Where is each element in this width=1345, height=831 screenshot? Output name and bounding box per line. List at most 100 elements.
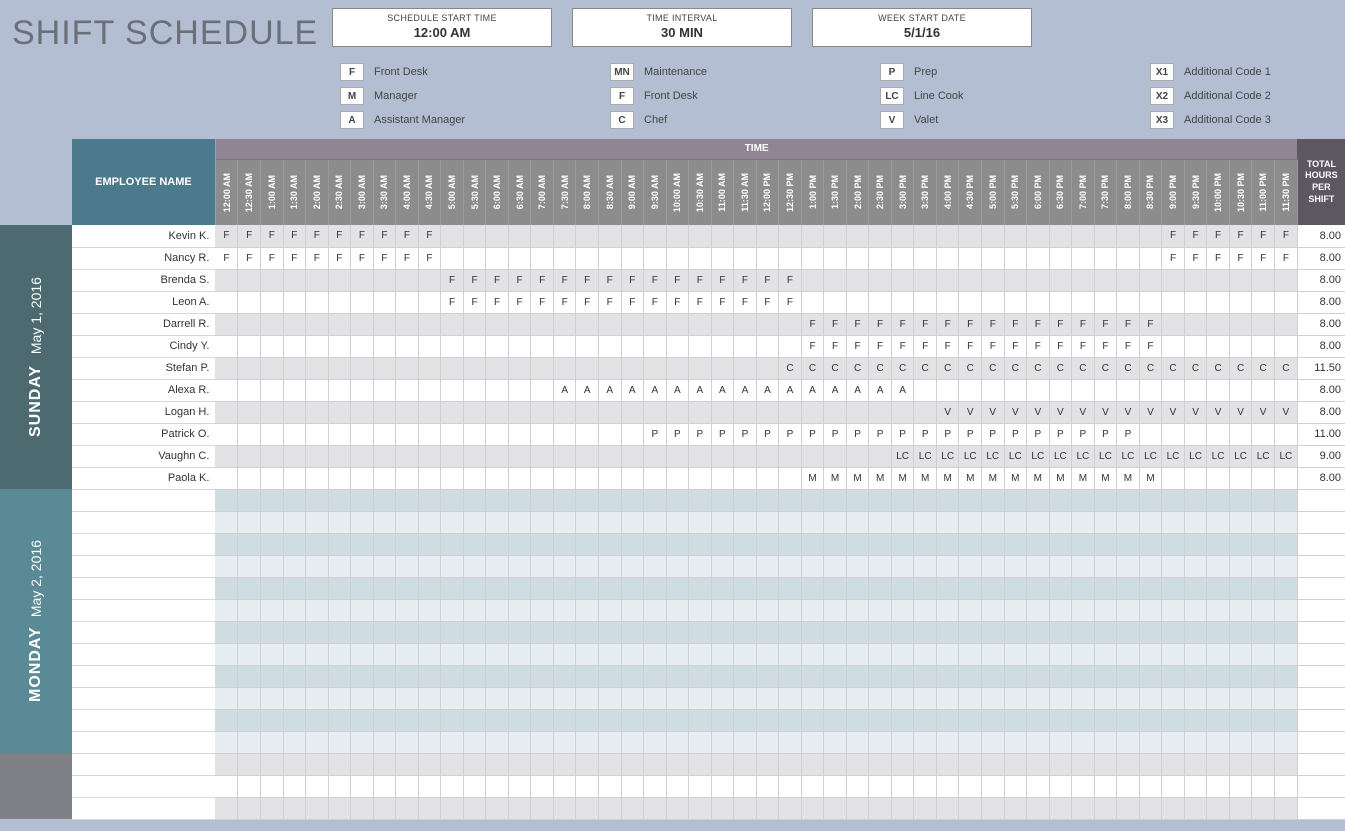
shift-cell: C [1184,357,1207,379]
shift-cell [734,643,757,665]
shift-cell [1117,709,1140,731]
shift-cell [531,225,554,247]
shift-cell [1117,687,1140,709]
shift-cell [261,357,284,379]
total-hours-cell [1297,687,1345,709]
shift-cell: C [1117,357,1140,379]
shift-cell [1072,643,1095,665]
shift-cell: P [801,423,824,445]
shift-cell [621,313,644,335]
shift-cell [418,269,441,291]
shift-cell [418,445,441,467]
shift-cell [373,445,396,467]
shift-cell [1184,291,1207,313]
shift-cell [486,665,509,687]
shift-cell [1049,269,1072,291]
shift-cell [598,401,621,423]
shift-cell [1274,577,1297,599]
shift-cell [351,379,374,401]
time-slot-header: 7:00 PM [1072,159,1095,225]
shift-cell [418,621,441,643]
shift-cell [824,753,847,775]
shift-cell [1162,797,1185,819]
schedule-table: EMPLOYEE NAME TIME TOTAL HOURS PER SHIFT… [72,139,1345,820]
shift-cell [869,665,892,687]
shift-cell [824,269,847,291]
shift-cell: F [869,313,892,335]
shift-cell [1049,577,1072,599]
shift-cell [1139,731,1162,753]
legend-code: X1 [1150,63,1174,81]
shift-cell [1049,533,1072,555]
shift-cell [486,467,509,489]
shift-cell: LC [1162,445,1185,467]
schedule-row: Logan H.VVVVVVVVVVVVVVVV8.00 [72,401,1345,423]
shift-cell [689,665,712,687]
shift-cell: F [1229,225,1252,247]
schedule-start-value: 12:00 AM [333,25,551,40]
shift-cell [306,753,329,775]
shift-cell [261,445,284,467]
time-slot-header: 12:00 AM [215,159,238,225]
shift-cell: LC [1252,445,1275,467]
shift-cell [666,401,689,423]
shift-cell [418,511,441,533]
shift-cell [553,335,576,357]
shift-cell [1162,643,1185,665]
shift-cell [1229,313,1252,335]
shift-cell [869,511,892,533]
shift-cell [306,511,329,533]
shift-cell [283,511,306,533]
shift-cell [441,665,464,687]
employee-name-cell: Logan H. [72,401,215,423]
shift-cell [553,731,576,753]
shift-cell [373,335,396,357]
shift-cell [936,533,959,555]
schedule-row: Kevin K.FFFFFFFFFFFFFFFF8.00 [72,225,1345,247]
shift-cell: LC [1094,445,1117,467]
shift-cell [531,709,554,731]
total-hours-cell [1297,555,1345,577]
shift-cell: F [891,335,914,357]
shift-cell: F [1117,313,1140,335]
shift-cell [441,709,464,731]
shift-cell [351,709,374,731]
shift-cell [756,357,779,379]
time-slot-header: 12:00 PM [756,159,779,225]
shift-cell: M [1004,467,1027,489]
shift-cell [261,599,284,621]
week-start-label: WEEK START DATE [813,13,1031,23]
shift-cell: F [644,291,667,313]
shift-cell [576,357,599,379]
employee-name-cell [72,555,215,577]
shift-cell: V [1004,401,1027,423]
shift-cell [418,753,441,775]
time-interval-box: TIME INTERVAL 30 MIN [572,8,792,47]
shift-cell [396,269,419,291]
shift-cell [644,489,667,511]
shift-cell [959,797,982,819]
shift-cell [441,577,464,599]
shift-cell [283,313,306,335]
shift-cell [1094,665,1117,687]
time-slot-header: 5:00 AM [441,159,464,225]
shift-cell [1207,423,1230,445]
shift-cell [238,291,261,313]
shift-cell [644,357,667,379]
shift-cell [1027,247,1050,269]
shift-cell [261,467,284,489]
total-hours-cell: 9.00 [1297,445,1345,467]
shift-cell: F [1252,247,1275,269]
time-slot-header: 9:00 PM [1162,159,1185,225]
day-label: SUNDAY May 1, 2016 [0,225,72,489]
shift-cell [215,731,238,753]
shift-cell [734,335,757,357]
shift-cell [553,489,576,511]
shift-cell: F [261,225,284,247]
legend-code: X3 [1150,111,1174,129]
shift-cell [621,621,644,643]
shift-cell [801,533,824,555]
shift-cell [1252,423,1275,445]
shift-cell [531,423,554,445]
shift-cell [598,247,621,269]
